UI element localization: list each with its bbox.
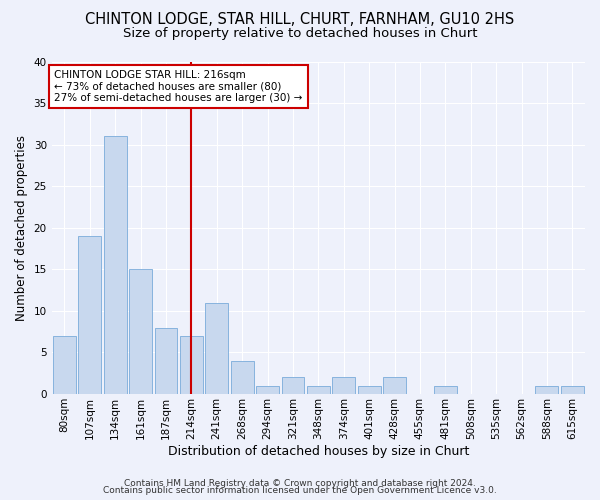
X-axis label: Distribution of detached houses by size in Churt: Distribution of detached houses by size …: [167, 444, 469, 458]
Bar: [332, 378, 355, 394]
Bar: [358, 386, 380, 394]
Bar: [561, 386, 584, 394]
Bar: [307, 386, 330, 394]
Bar: [180, 336, 203, 394]
Text: Size of property relative to detached houses in Churt: Size of property relative to detached ho…: [123, 28, 477, 40]
Bar: [205, 302, 228, 394]
Bar: [434, 386, 457, 394]
Bar: [155, 328, 178, 394]
Y-axis label: Number of detached properties: Number of detached properties: [15, 135, 28, 321]
Bar: [535, 386, 559, 394]
Bar: [104, 136, 127, 394]
Bar: [129, 270, 152, 394]
Bar: [53, 336, 76, 394]
Bar: [256, 386, 279, 394]
Bar: [383, 378, 406, 394]
Bar: [231, 361, 254, 394]
Text: Contains HM Land Registry data © Crown copyright and database right 2024.: Contains HM Land Registry data © Crown c…: [124, 478, 476, 488]
Bar: [79, 236, 101, 394]
Bar: [281, 378, 304, 394]
Text: Contains public sector information licensed under the Open Government Licence v3: Contains public sector information licen…: [103, 486, 497, 495]
Text: CHINTON LODGE, STAR HILL, CHURT, FARNHAM, GU10 2HS: CHINTON LODGE, STAR HILL, CHURT, FARNHAM…: [85, 12, 515, 28]
Text: CHINTON LODGE STAR HILL: 216sqm
← 73% of detached houses are smaller (80)
27% of: CHINTON LODGE STAR HILL: 216sqm ← 73% of…: [55, 70, 303, 103]
